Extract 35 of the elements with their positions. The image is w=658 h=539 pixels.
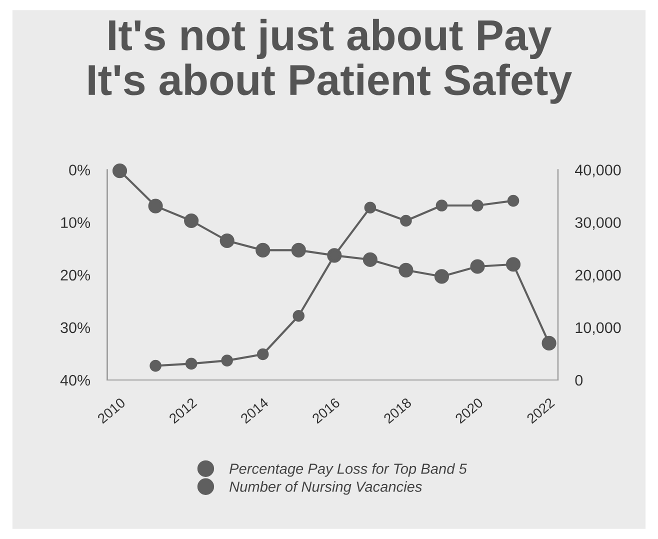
point (472, 200, 484, 212)
point (507, 194, 520, 207)
y-tick-label: 0% (69, 164, 90, 176)
y-tick-label: 30% (60, 322, 90, 334)
point (256, 242, 270, 258)
y2-tick-label: 40,000 (575, 164, 621, 178)
y2-tick-label: 10,000 (576, 322, 621, 335)
legend-label: Number of Nursing Vacancies (230, 481, 422, 495)
point (256, 348, 269, 360)
point (436, 200, 448, 212)
point (506, 257, 521, 272)
y2-tick-label: 0 (575, 374, 583, 386)
point (185, 358, 198, 370)
point (112, 164, 128, 178)
point (364, 202, 376, 214)
chart-title: It's not just about Pay It's about Patient Safety (88, 18, 572, 104)
point (291, 242, 306, 258)
point (542, 336, 556, 350)
legend-label: Percentage Pay Loss for Top Band 5 (230, 463, 467, 477)
point (184, 213, 199, 228)
y-tick-label: 20% (60, 270, 90, 281)
y-tick-label: 40% (60, 374, 90, 386)
point (400, 214, 412, 227)
point (362, 252, 378, 267)
point (434, 269, 450, 284)
point (292, 310, 305, 322)
point (470, 259, 485, 274)
point (150, 360, 162, 372)
point (398, 262, 414, 278)
point (221, 354, 233, 366)
y2-tick-label: 20,000 (575, 270, 621, 282)
point (220, 233, 234, 248)
y2-tick-label: 30,000 (575, 217, 621, 230)
y-tick-label: 10% (61, 217, 90, 228)
point (148, 198, 163, 214)
